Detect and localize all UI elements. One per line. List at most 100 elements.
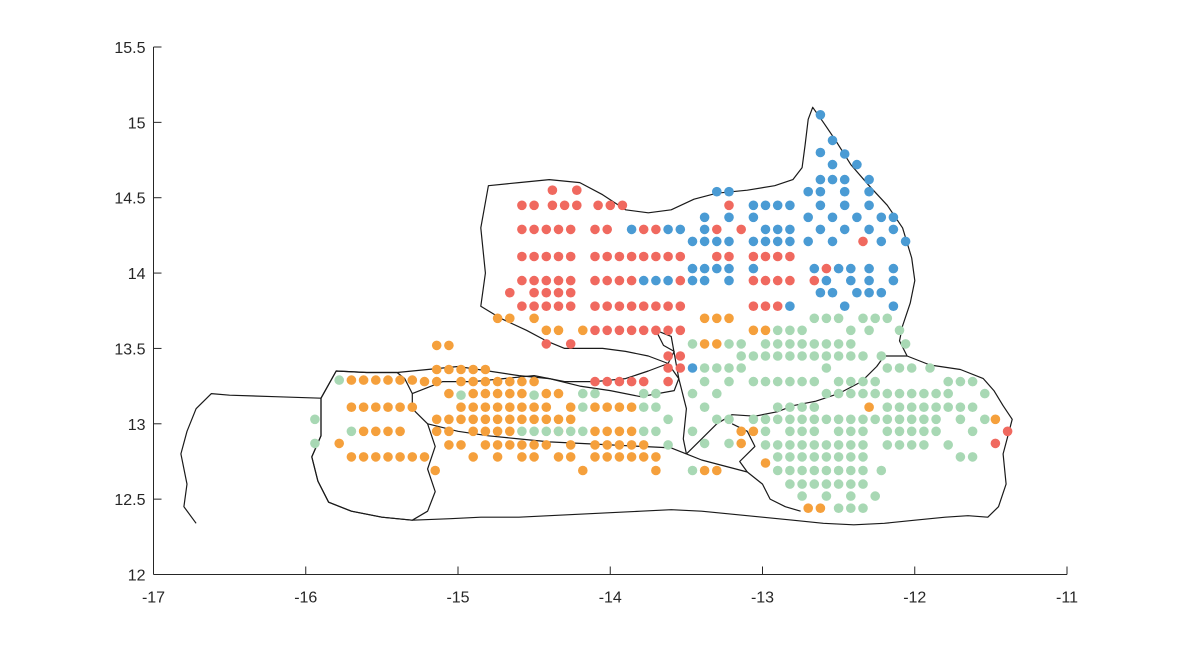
data-point-blue [815,287,826,298]
y-tick-label: 13 [128,417,146,434]
data-point-red [748,251,759,262]
data-point-red [553,251,564,262]
data-point-orange [371,452,381,462]
data-point-blue [803,236,813,247]
data-point-red [638,251,649,262]
data-point-orange [614,426,625,437]
data-point-green [833,376,844,387]
data-point-orange [651,465,661,476]
data-point-blue [900,236,911,247]
data-point-red [602,301,612,312]
data-point-orange [724,313,734,324]
data-point-green [651,426,661,437]
data-point-blue [712,263,722,274]
data-point-green [900,339,911,349]
data-point-orange [395,375,405,385]
data-point-green [687,426,698,437]
data-point-green [931,402,941,413]
data-point-green [833,351,844,361]
data-point-green [980,388,990,399]
data-point-orange [602,452,612,462]
data-point-green [906,388,917,399]
data-point-green [833,452,844,462]
data-point-red [517,301,527,312]
data-point-blue [699,212,710,223]
data-point-red [565,301,576,312]
data-point-orange [346,452,357,462]
data-point-green [833,339,844,349]
data-point-green [980,414,990,425]
data-point-green [919,388,929,399]
data-point-orange [565,440,576,450]
data-point-green [785,479,795,489]
data-point-orange [614,440,625,450]
data-point-green [772,452,783,462]
data-point-green [846,339,856,349]
data-point-blue [864,186,874,197]
data-point-red [663,363,673,373]
data-point-green [906,426,917,437]
data-point-red [602,275,612,286]
data-point-orange [517,376,527,387]
data-point-blue [839,186,850,197]
data-point-orange [990,414,1001,425]
data-point-green [846,426,856,437]
data-point-orange [529,402,539,413]
data-point-blue [699,275,710,286]
data-point-red [505,287,515,298]
data-point-red [541,251,552,262]
data-point-green [821,479,832,489]
data-point-green [797,339,807,349]
data-point-blue [852,287,862,298]
data-point-green [882,414,893,425]
data-point-orange [614,402,625,413]
data-point-green [797,465,807,476]
data-point-orange [346,375,357,385]
x-tick-label: -16 [294,590,317,607]
data-point-red [590,251,600,262]
data-point-green [833,313,844,324]
data-point-red [626,325,637,336]
data-point-orange [553,452,564,462]
data-point-orange [480,402,491,413]
data-point-green [590,388,600,399]
data-point-red [517,275,527,286]
data-point-red [663,251,673,262]
data-point-green [797,440,807,450]
data-point-blue [888,263,899,274]
data-point-orange [456,440,466,450]
data-point-green [760,440,771,450]
data-point-green [687,388,698,399]
data-point-orange [395,452,405,462]
data-point-green [699,376,710,387]
data-point-orange [444,340,454,351]
data-point-orange [553,325,564,336]
data-point-green [699,402,710,413]
data-point-green [894,402,905,413]
data-point-orange [456,402,466,413]
data-point-green [785,452,795,462]
data-point-blue [864,174,874,185]
data-point-green [906,402,917,413]
data-point-green [541,426,552,437]
data-point-green [967,376,978,387]
data-point-green [809,402,820,413]
data-point-orange [614,452,625,462]
data-point-blue [839,301,850,312]
data-point-green [821,414,832,425]
data-point-blue [803,186,813,197]
data-point-green [529,426,539,437]
data-point-blue [772,236,783,247]
data-point-green [712,363,722,373]
data-point-green [833,426,844,437]
data-point-green [821,491,832,501]
data-point-green [882,363,893,373]
data-point-orange [419,376,430,387]
data-point-orange [505,440,515,450]
data-point-orange [430,465,441,476]
data-point-green [943,402,953,413]
data-point-orange [492,313,503,324]
data-point-red [748,301,759,312]
data-point-green [931,414,941,425]
